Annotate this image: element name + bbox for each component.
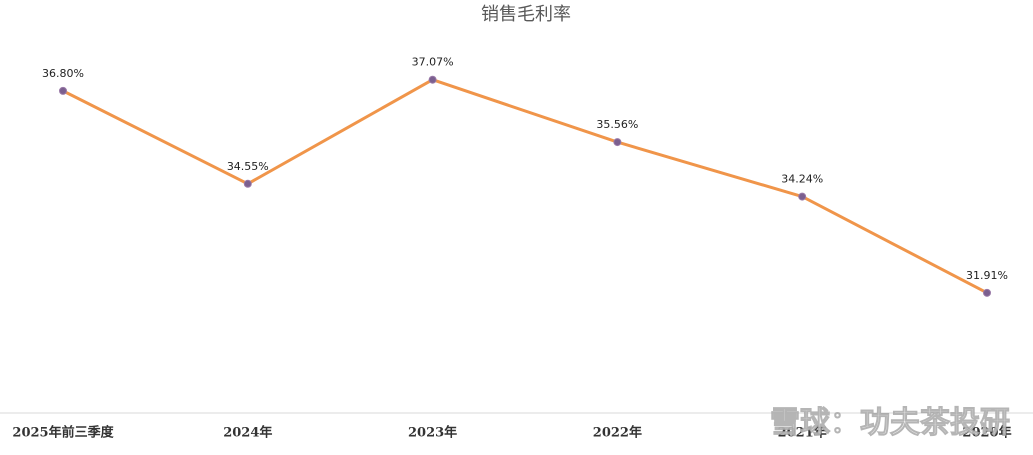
point <box>243 179 252 188</box>
chart-title: 销售毛利率 <box>481 4 571 25</box>
value-label: 34.55% <box>227 160 269 173</box>
x-tick-label: 2021年 <box>778 425 827 441</box>
point <box>983 288 991 297</box>
line <box>62 78 988 295</box>
watermark: 雪球：功夫茶投研 <box>770 406 1010 441</box>
value-label: 36.80% <box>42 67 84 80</box>
x-tick-label: 2020年 <box>962 425 1011 441</box>
point <box>59 86 67 95</box>
x-tick-label: 2024年 <box>223 425 272 441</box>
value-label: 37.07% <box>412 56 454 69</box>
point <box>613 138 622 147</box>
value-label: 31.91% <box>966 269 1008 282</box>
value-label: 34.24% <box>781 173 823 186</box>
x-tick-label: 2025年前三季度 <box>12 425 114 441</box>
value-label: 35.56% <box>596 118 638 131</box>
x-tick-label: 2023年 <box>408 425 457 441</box>
x-tick-label: 2022年 <box>593 425 642 441</box>
point <box>428 75 437 84</box>
point <box>798 192 807 201</box>
